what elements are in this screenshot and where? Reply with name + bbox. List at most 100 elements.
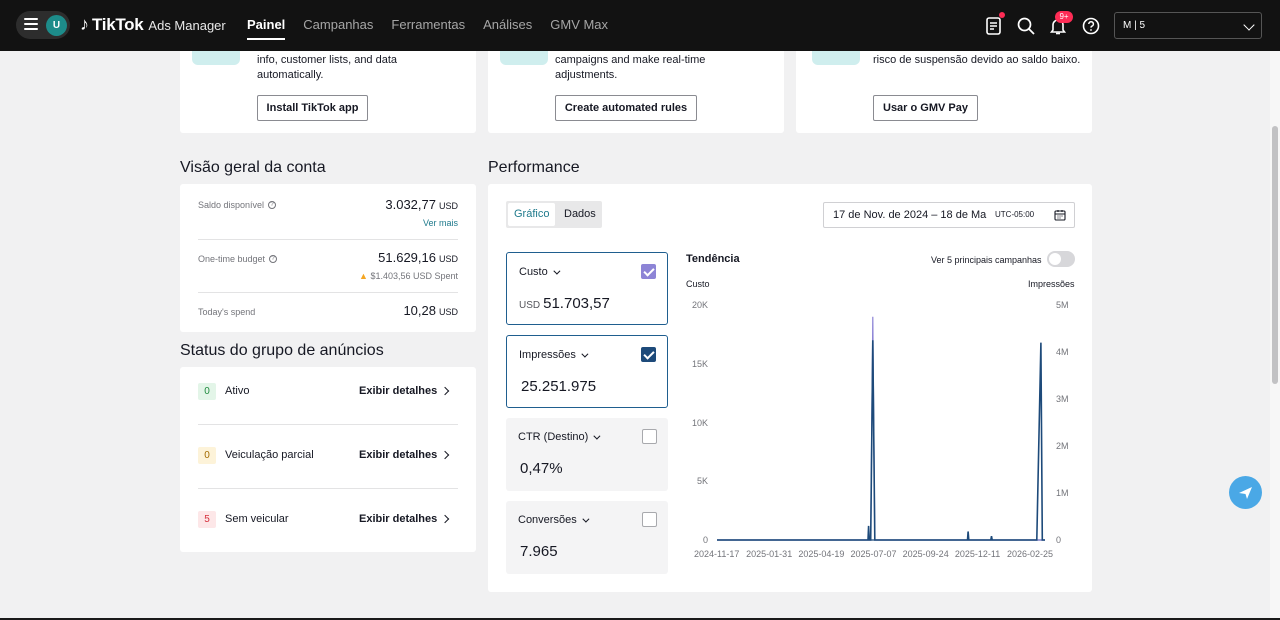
overview-title: Visão geral da conta [180, 159, 326, 176]
timezone-label: UTC-05:00 [995, 210, 1035, 219]
tab-grafico[interactable]: Gráfico [508, 203, 556, 226]
promo-illustration [500, 51, 548, 65]
status-count-not-delivering: 5 [198, 511, 216, 528]
avatar[interactable]: U [46, 15, 67, 36]
assistant-button[interactable] [1229, 476, 1262, 509]
metric-checkbox[interactable] [641, 264, 656, 279]
metric-value: 7.965 [520, 543, 558, 560]
metric-checkbox[interactable] [642, 512, 657, 527]
chevron-right-icon [441, 386, 450, 396]
y-left-tick: 10K [691, 417, 708, 428]
divider [198, 488, 458, 489]
trend-title: Tendência [686, 253, 740, 265]
promo-text-gmv: risco de suspensão devido ao saldo baixo… [873, 54, 1081, 66]
metric-card-conversions[interactable]: Conversões 7.965 [506, 501, 668, 574]
chevron-down-icon [582, 515, 590, 523]
notification-badge: 9+ [1055, 11, 1073, 23]
details-link-partial[interactable]: Exibir detalhes [359, 449, 450, 461]
main-nav: Painel Campanhas Ferramentas Análises GM… [247, 17, 608, 40]
install-tiktok-app-button[interactable]: Install TikTok app [257, 95, 368, 121]
metric-value: 0,47% [520, 460, 563, 477]
see-more-link[interactable]: Ver mais [422, 218, 458, 228]
status-label-active: Ativo [225, 385, 250, 397]
tiktok-logo[interactable]: ♪ TikTok Ads Manager [80, 14, 226, 35]
balance-value: 3.032,77 USD [385, 197, 458, 212]
status-title: Status do grupo de anúncios [180, 342, 384, 359]
usar-gmv-pay-button[interactable]: Usar o GMV Pay [873, 95, 978, 121]
top-campaigns-toggle[interactable] [1047, 251, 1075, 267]
bottom-edge [0, 618, 1280, 620]
promo-text-app: info, customer lists, and data automatic… [257, 54, 398, 81]
info-icon[interactable]: ? [269, 255, 278, 263]
details-link-not-delivering[interactable]: Exibir detalhes [359, 513, 450, 525]
metric-card-cost[interactable]: Custo USD 51.703,57 [506, 252, 668, 325]
calendar-icon[interactable] [1054, 209, 1066, 221]
x-tick: 2026-02-25 [1007, 549, 1054, 559]
chevron-right-icon [441, 450, 450, 460]
metric-value: 25.251.975 [521, 378, 597, 395]
metric-checkbox[interactable] [641, 347, 656, 362]
nav-painel[interactable]: Painel [247, 17, 286, 40]
budget-label: One-time budget? [198, 254, 278, 264]
tiktok-note-icon: ♪ [80, 14, 89, 34]
status-card: 0 Ativo Exibir detalhes 0 Veiculação par… [180, 367, 476, 552]
divider [198, 292, 458, 293]
task-dot [999, 12, 1005, 18]
x-tick: 2025-12-11 [954, 549, 1001, 559]
chevron-down-icon [581, 350, 589, 358]
logo-product: Ads Manager [148, 18, 226, 33]
promo-text-rules: campaigns and make real-time adjustments… [555, 54, 706, 81]
account-selector[interactable]: M | 5 [1114, 12, 1262, 39]
balance-value-box: 3.032,77 USD [338, 197, 458, 213]
scrollbar-thumb[interactable] [1272, 126, 1278, 384]
nav-analises[interactable]: Análises [483, 17, 533, 32]
nav-ferramentas[interactable]: Ferramentas [391, 17, 466, 32]
metric-checkbox[interactable] [642, 429, 657, 444]
y-right-tick: 0 [1056, 535, 1062, 545]
details-link-active[interactable]: Exibir detalhes [359, 385, 450, 397]
metric-name: Custo [519, 266, 561, 278]
metric-card-impressions[interactable]: Impressões 25.251.975 [506, 335, 668, 408]
performance-title: Performance [488, 159, 580, 176]
today-value-box: 10,28 USD [338, 303, 458, 319]
chevron-down-icon [553, 267, 561, 275]
info-icon[interactable]: ? [268, 201, 277, 209]
x-tick: 2025-01-31 [746, 549, 793, 559]
x-tick: 2025-07-07 [850, 549, 897, 559]
promo-illustration [812, 51, 860, 65]
chevron-right-icon [441, 514, 450, 524]
y-left-tick: 0 [702, 535, 708, 545]
account-name: M | 5 [1123, 20, 1146, 31]
y-right-tick: 5M [1056, 300, 1069, 310]
y-left-tick: 15K [691, 358, 708, 369]
metric-name: Impressões [519, 349, 589, 361]
chevron-down-icon [1243, 19, 1255, 31]
status-count-partial: 0 [198, 447, 216, 464]
x-tick: 2025-09-24 [902, 549, 949, 559]
y-right-tick: 4M [1056, 347, 1069, 357]
divider [198, 239, 458, 240]
tab-dados[interactable]: Dados [564, 208, 596, 220]
date-range-picker[interactable]: 17 de Nov. de 2024 – 18 de Ma [823, 202, 1075, 228]
y-left-tick: 20K [691, 300, 708, 310]
warning-icon: ▲ [359, 271, 368, 281]
nav-gmv-max[interactable]: GMV Max [550, 17, 609, 32]
chevron-down-icon [593, 432, 601, 440]
left-axis-title: Custo [686, 279, 710, 289]
y-right-tick: 3M [1056, 394, 1069, 404]
help-icon[interactable] [1081, 16, 1101, 36]
metric-card-ctr[interactable]: CTR (Destino) 0,47% [506, 418, 668, 491]
create-automated-rules-button[interactable]: Create automated rules [555, 95, 697, 121]
hamburger-icon[interactable] [24, 18, 38, 30]
logo-brand: TikTok [92, 15, 144, 34]
metric-value: USD 51.703,57 [519, 295, 610, 312]
sparkle-icon [1239, 487, 1252, 499]
promo-illustration [192, 51, 240, 65]
x-tick: 2024-11-17 [694, 549, 740, 559]
y-left-tick: 5K [696, 476, 708, 487]
top-campaigns-label: Ver 5 principais campanhas [931, 255, 1042, 265]
search-icon[interactable] [1016, 16, 1036, 36]
nav-campanhas[interactable]: Campanhas [303, 17, 374, 32]
overview-card: Saldo disponível? 3.032,77 USD Ver mais O… [180, 184, 476, 332]
task-list-icon[interactable] [984, 16, 1004, 36]
